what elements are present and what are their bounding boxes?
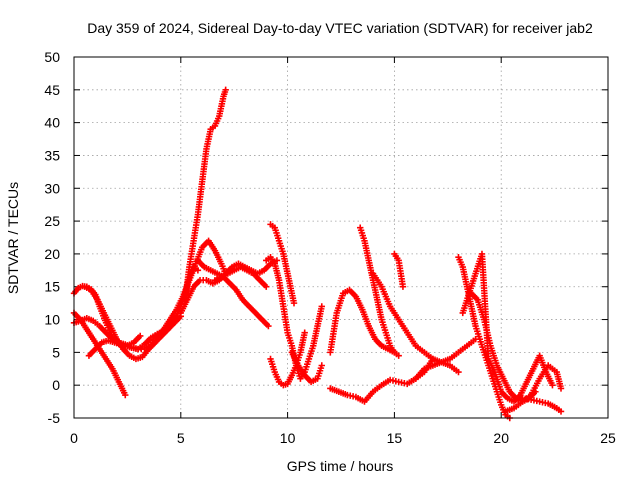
y-axis-title: SDTVAR / TECUs [5,182,21,294]
y-tick-label: 30 [44,180,60,196]
y-tick-label: 35 [44,147,60,163]
x-tick-label: 25 [600,430,616,446]
x-tick-label: 10 [280,430,296,446]
x-tick-label: 20 [493,430,509,446]
y-tick-label: 10 [44,312,60,328]
y-tick-label: -5 [48,410,61,426]
y-tick-label: 50 [44,49,60,65]
y-tick-label: 15 [44,279,60,295]
x-axis-title: GPS time / hours [287,458,394,474]
y-tick-label: 5 [52,344,60,360]
y-tick-label: 25 [44,213,60,229]
chart-background [0,0,640,480]
chart-title: Day 359 of 2024, Sidereal Day-to-day VTE… [87,20,593,36]
y-tick-label: 0 [52,377,60,393]
x-tick-label: 5 [177,430,185,446]
sdtvar-chart: Day 359 of 2024, Sidereal Day-to-day VTE… [0,0,640,480]
y-tick-label: 40 [44,115,60,131]
y-tick-label: 20 [44,246,60,262]
x-tick-label: 15 [387,430,403,446]
x-tick-label: 0 [70,430,78,446]
y-tick-label: 45 [44,82,60,98]
